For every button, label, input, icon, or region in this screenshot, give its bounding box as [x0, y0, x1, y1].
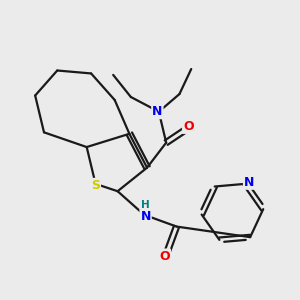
Text: N: N: [152, 105, 163, 118]
Text: S: S: [91, 179, 100, 192]
Text: H: H: [141, 200, 150, 210]
Text: N: N: [140, 210, 151, 223]
Text: N: N: [244, 176, 254, 189]
Text: O: O: [159, 250, 170, 262]
Text: O: O: [183, 120, 194, 133]
